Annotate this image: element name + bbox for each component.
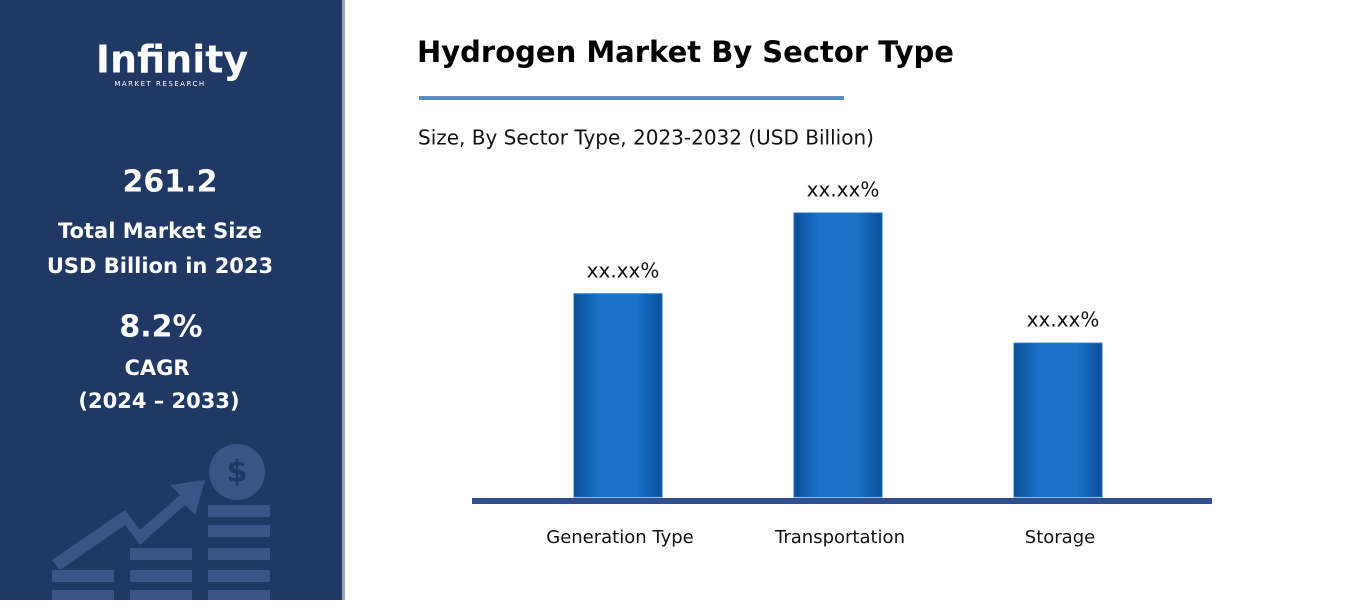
bar (1013, 342, 1103, 498)
money-icon: $ (52, 444, 270, 600)
x-axis (472, 498, 1212, 504)
cagr-label: CAGR (124, 356, 189, 380)
market-size: 261.2 (123, 165, 218, 200)
value-label: xx.xx% (587, 258, 660, 282)
bar (793, 212, 883, 498)
logo-sub: MARKET RESEARCH (114, 80, 205, 88)
svg-text:$: $ (227, 455, 248, 490)
market-size-label: USD Billion in 2023 (47, 254, 273, 278)
divider (342, 0, 345, 600)
x-tick-label: Storage (1025, 527, 1095, 548)
cagr-label: (2024 – 2033) (78, 389, 239, 413)
value-label: xx.xx% (1027, 308, 1100, 332)
market-size-label: Total Market Size (58, 219, 262, 243)
x-tick-label: Transportation (774, 527, 905, 548)
bar (573, 293, 663, 498)
sidebar (0, 0, 343, 600)
chart-subtitle: Size, By Sector Type, 2023-2032 (USD Bil… (418, 126, 874, 150)
logo: Infinity (96, 38, 249, 82)
chart-title: Hydrogen Market By Sector Type (417, 35, 954, 69)
title-underline (419, 96, 844, 100)
cagr: 8.2% (119, 310, 202, 345)
x-tick-label: Generation Type (546, 527, 693, 548)
value-label: xx.xx% (807, 178, 880, 202)
